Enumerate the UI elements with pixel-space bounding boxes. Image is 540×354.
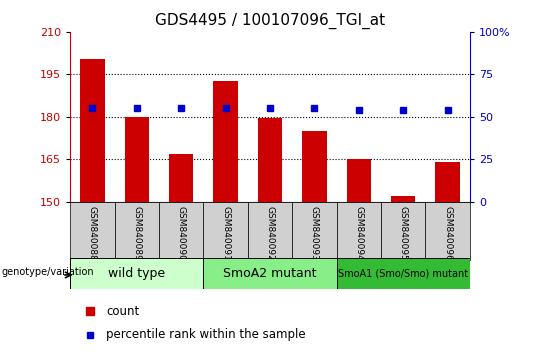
Bar	[159, 202, 204, 260]
Bar	[435, 162, 460, 202]
Text: count: count	[106, 305, 139, 318]
Bar	[248, 202, 292, 260]
Bar	[169, 154, 193, 202]
Bar	[114, 202, 159, 260]
Text: GSM840093: GSM840093	[310, 206, 319, 261]
Text: GSM840096: GSM840096	[443, 206, 452, 261]
Text: GSM840091: GSM840091	[221, 206, 230, 261]
Bar	[302, 131, 327, 202]
Bar	[204, 258, 336, 289]
Bar	[213, 81, 238, 202]
Text: GSM840089: GSM840089	[132, 206, 141, 261]
Bar	[426, 202, 470, 260]
Bar	[258, 118, 282, 202]
Text: GSM840090: GSM840090	[177, 206, 186, 261]
Text: SmoA1 (Smo/Smo) mutant: SmoA1 (Smo/Smo) mutant	[338, 268, 468, 279]
Bar	[125, 117, 149, 202]
Text: GSM840092: GSM840092	[266, 206, 274, 261]
Bar	[391, 196, 415, 202]
Bar	[204, 202, 248, 260]
Text: percentile rank within the sample: percentile rank within the sample	[106, 328, 306, 341]
Text: GSM840094: GSM840094	[354, 206, 363, 261]
Bar	[292, 202, 336, 260]
Bar	[336, 258, 470, 289]
Text: genotype/variation: genotype/variation	[2, 267, 94, 277]
Bar	[70, 258, 204, 289]
Bar	[336, 202, 381, 260]
Text: GSM840095: GSM840095	[399, 206, 408, 261]
Title: GDS4495 / 100107096_TGI_at: GDS4495 / 100107096_TGI_at	[155, 13, 385, 29]
Text: wild type: wild type	[108, 267, 165, 280]
Text: GSM840088: GSM840088	[88, 206, 97, 261]
Bar	[80, 59, 105, 202]
Text: SmoA2 mutant: SmoA2 mutant	[223, 267, 317, 280]
Bar	[70, 202, 114, 260]
Bar	[347, 159, 371, 202]
Bar	[381, 202, 426, 260]
